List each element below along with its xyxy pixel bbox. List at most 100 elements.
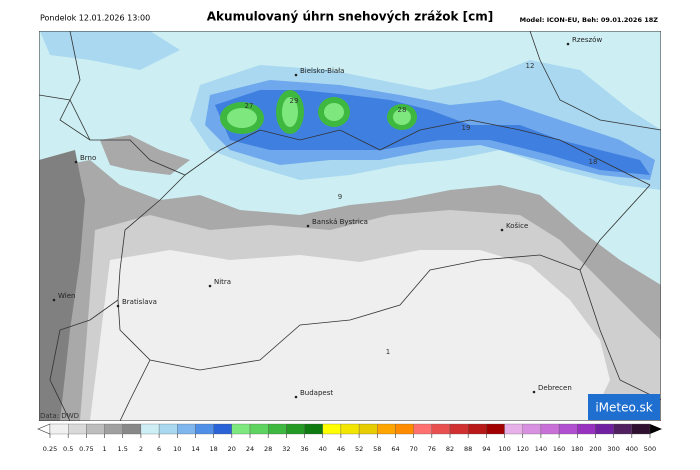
legend-swatch — [122, 423, 142, 435]
legend-swatch — [158, 423, 178, 435]
legend-swatch — [268, 423, 287, 435]
legend-label: 24 — [246, 445, 254, 453]
legend-swatch — [595, 423, 614, 435]
legend-swatch — [431, 423, 451, 435]
city-dot — [532, 390, 536, 394]
legend-label: 88 — [464, 445, 472, 453]
snow-white — [90, 250, 610, 421]
snow-green — [324, 103, 344, 121]
legend-swatch — [358, 423, 378, 435]
border — [39, 94, 91, 141]
legend-swatch — [540, 423, 560, 435]
border — [59, 31, 651, 186]
city-label: Nitra — [214, 278, 231, 286]
legend-swatch — [86, 423, 105, 435]
legend-swatch — [395, 423, 414, 435]
legend-label: 36 — [300, 445, 308, 453]
city-label: Bielsko-Biała — [300, 67, 344, 75]
legend-label: 0.25 — [43, 445, 57, 453]
legend-label: 82 — [446, 445, 454, 453]
legend-label: 70 — [409, 445, 417, 453]
legend-label: 94 — [482, 445, 490, 453]
legend-label: 1 — [102, 445, 106, 453]
border — [579, 269, 661, 401]
snow-blue — [40, 31, 180, 70]
city-label: Rzeszów — [572, 36, 602, 44]
city-label: Banská Bystrica — [312, 218, 368, 226]
map-value: 19 — [462, 124, 471, 132]
legend-swatch — [377, 423, 396, 435]
legend-label: 20 — [228, 445, 236, 453]
map-value: 28 — [398, 106, 407, 114]
map — [39, 31, 661, 421]
legend-label: 10 — [173, 445, 181, 453]
city-dot — [116, 304, 120, 308]
city-label: Wien — [58, 292, 75, 300]
model-info: Model: ICON-EU, Beh: 09.01.2026 18Z — [520, 16, 659, 24]
legend-label: 1.5 — [118, 445, 128, 453]
map-value: 9 — [338, 193, 342, 201]
map-value: 29 — [290, 97, 299, 105]
legend-label: 400 — [626, 445, 638, 453]
border — [49, 299, 119, 421]
legend-label: 58 — [373, 445, 381, 453]
legend-swatch — [304, 423, 323, 435]
legend-swatch — [558, 423, 578, 435]
city-dot — [294, 73, 298, 77]
legend-label: 100 — [498, 445, 510, 453]
city-dot — [52, 298, 56, 302]
legend-arrow — [650, 424, 662, 434]
legend-arrow — [37, 423, 51, 435]
legend-label: 160 — [553, 445, 565, 453]
legend-swatch — [213, 423, 232, 435]
legend-swatch — [249, 423, 269, 435]
snow-dark — [39, 150, 85, 421]
city-label: Brno — [80, 154, 96, 162]
legend-swatch — [68, 423, 87, 435]
snow-green — [282, 97, 298, 127]
legend-label: 18 — [209, 445, 217, 453]
city-dot — [208, 284, 212, 288]
legend-label: 200 — [589, 445, 601, 453]
map-value: 18 — [589, 158, 598, 166]
legend-label: 0.5 — [63, 445, 73, 453]
legend-swatch — [177, 423, 196, 435]
map-value: 27 — [245, 102, 254, 110]
city-dot — [566, 42, 570, 46]
legend-label: 300 — [607, 445, 619, 453]
data-credit: Data: DWD — [40, 412, 79, 420]
legend-label: 500 — [644, 445, 656, 453]
legend-swatch — [504, 423, 523, 435]
legend-label: 14 — [191, 445, 199, 453]
legend-label: 28 — [264, 445, 272, 453]
legend-label: 76 — [428, 445, 436, 453]
legend-label: 180 — [571, 445, 583, 453]
legend-label: 52 — [355, 445, 363, 453]
legend-label: 40 — [319, 445, 327, 453]
logo-box — [588, 394, 660, 420]
legend-label: 120 — [517, 445, 529, 453]
legend-label: 46 — [337, 445, 345, 453]
legend-swatch — [577, 423, 596, 435]
city-label: Debrecen — [538, 384, 572, 392]
title: Akumulovaný úhrn snehových zrážok [cm] — [207, 10, 493, 24]
legend-swatch — [413, 423, 432, 435]
legend-swatch — [468, 423, 487, 435]
value-layer: 27 29 28 19 12 18 9 1 — [245, 62, 598, 356]
legend-swatch — [231, 423, 251, 435]
legend-swatch — [613, 423, 632, 435]
legend-swatch — [631, 423, 651, 435]
run-date: Pondelok 12.01.2026 13:00 — [40, 14, 150, 23]
logo: iMeteo.sk — [595, 401, 652, 415]
city-label: Budapest — [300, 389, 333, 397]
legend-label: 140 — [535, 445, 547, 453]
city-dot — [306, 224, 310, 228]
city-label: Bratislava — [122, 298, 157, 306]
map-value: 1 — [386, 348, 390, 356]
border — [119, 359, 151, 421]
border — [117, 174, 651, 371]
legend-swatch — [104, 423, 123, 435]
legend-swatch — [49, 423, 69, 435]
legend-swatch — [140, 423, 160, 435]
